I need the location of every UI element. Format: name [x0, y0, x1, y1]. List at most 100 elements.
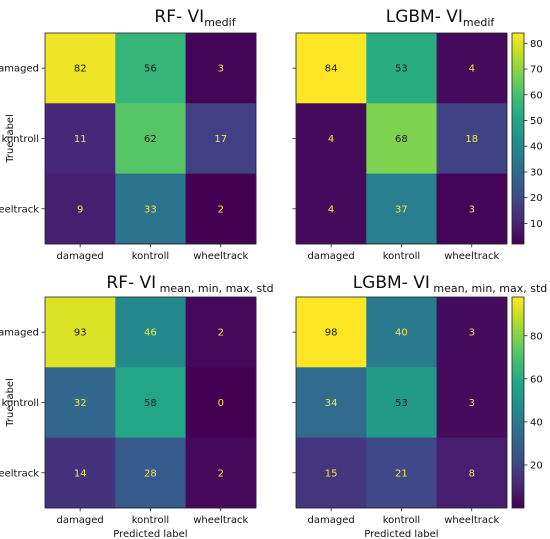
y-tick-label: wheeltrack	[0, 204, 39, 215]
cell-value-label: 14	[74, 468, 87, 479]
heatmap-cell	[436, 437, 508, 509]
cell-value-label: 8	[469, 468, 475, 479]
cell-value-label: 3	[218, 64, 224, 75]
x-tick-label: kontroll	[383, 251, 420, 262]
x-tick-label: damaged	[57, 251, 104, 262]
panel-title: RF- VI mean, min, max, std	[106, 273, 273, 295]
x-tick-label: wheeltrack	[193, 251, 248, 262]
cell-value-label: 2	[218, 468, 224, 479]
colorbar-tick-label: 50	[530, 116, 543, 127]
heatmap-cell	[296, 33, 367, 104]
cell-value-label: 4	[469, 64, 475, 75]
cell-value-label: 2	[218, 328, 224, 339]
colorbar-tick-label: 30	[530, 167, 543, 178]
x-tick-label: wheeltrack	[444, 515, 499, 526]
heatmap-cell	[185, 173, 257, 245]
x-tick-label: kontroll	[132, 515, 169, 526]
cell-value-label: 3	[469, 398, 475, 409]
confusion-matrix-panel-3: 93 46 2 32 58 0 14 28 2 damaged kontroll wheeltrack…	[0, 273, 274, 539]
colorbar-tick-label: 60	[530, 90, 543, 101]
heatmap-cell	[436, 33, 508, 104]
heatmap-cell	[115, 33, 187, 104]
heatmap-cell	[45, 297, 116, 368]
heatmap-cell	[296, 437, 367, 509]
panel-title: RF- VImedif	[154, 7, 236, 29]
colorbar-tick-label: 80	[530, 331, 543, 342]
x-tick-label: wheeltrack	[193, 515, 248, 526]
cell-value-label: 37	[395, 204, 408, 215]
confusion-matrix-panel-2: 84 53 4 4 68 18 4 37 3 damaged kontroll wheeltrack L…	[292, 7, 508, 262]
y-tick-label: kontroll	[2, 134, 39, 145]
confusion-matrix-panel-1: 82 56 3 11 62 17 9 33 2 damaged kontroll wheeltrack…	[0, 7, 257, 262]
cell-value-label: 15	[325, 468, 338, 479]
heatmap-cell	[296, 103, 367, 175]
heatmap-cell	[296, 297, 367, 368]
y-tick-label: wheeltrack	[0, 468, 39, 479]
cell-value-label: 4	[328, 134, 334, 145]
cell-value-label: 11	[74, 134, 87, 145]
heatmap-cell	[115, 103, 187, 175]
heatmap-cell	[115, 367, 187, 439]
y-axis-label: True label	[5, 114, 16, 164]
heatmap-cell	[436, 173, 508, 245]
heatmap-cell	[45, 33, 116, 104]
panel-title: LGBM- VImedif	[386, 7, 496, 29]
cell-value-label: 9	[77, 204, 83, 215]
heatmap-cell	[366, 367, 438, 439]
colorbar-gradient	[511, 32, 525, 245]
cell-value-label: 3	[469, 328, 475, 339]
heatmap-cell	[185, 33, 257, 104]
x-tick-label: wheeltrack	[444, 251, 499, 262]
confusion-matrix-panel-4: 98 40 3 34 53 3 15 21 8 damaged kontroll wheeltrack…	[292, 273, 547, 539]
colorbar-tick-label: 10	[530, 219, 543, 230]
cell-value-label: 2	[218, 204, 224, 215]
cell-value-label: 53	[395, 64, 408, 75]
cell-value-label: 3	[469, 204, 475, 215]
colorbar-tick-label: 40	[530, 417, 543, 428]
heatmap-cell	[45, 437, 116, 509]
colorbar-gradient	[511, 296, 525, 509]
x-tick-label: damaged	[308, 251, 355, 262]
heatmap-cell	[45, 103, 116, 175]
cell-value-label: 62	[144, 134, 157, 145]
heatmap-cell	[296, 367, 367, 439]
colorbar-tick-label: 40	[530, 142, 543, 153]
cell-value-label: 21	[395, 468, 408, 479]
x-tick-label: damaged	[308, 515, 355, 526]
heatmap-cell	[45, 367, 116, 439]
cell-value-label: 46	[144, 328, 157, 339]
x-tick-label: kontroll	[132, 251, 169, 262]
x-tick-label: damaged	[57, 515, 104, 526]
heatmap-cell	[185, 103, 257, 175]
heatmap-cell	[115, 173, 187, 245]
x-tick-label: kontroll	[383, 515, 420, 526]
heatmap-cell	[366, 437, 438, 509]
heatmap-cell	[436, 297, 508, 368]
colorbar-1: 10 20 30 40 50 60 70 80	[511, 32, 543, 245]
colorbar-tick-label: 20	[530, 460, 543, 471]
cell-value-label: 0	[218, 398, 224, 409]
cell-value-label: 82	[74, 64, 87, 75]
heatmap-cell	[436, 103, 508, 175]
heatmap-cell	[366, 297, 438, 368]
x-axis-label: Predicted label	[364, 529, 438, 539]
colorbar-tick-label: 60	[530, 374, 543, 385]
cell-value-label: 56	[144, 64, 157, 75]
cell-value-label: 4	[328, 204, 334, 215]
y-axis-label: True label	[5, 378, 16, 428]
heatmap-cell	[45, 173, 116, 245]
cell-value-label: 58	[144, 398, 157, 409]
colorbar-tick-label: 70	[530, 65, 543, 76]
heatmap-cell	[366, 173, 438, 245]
cell-value-label: 32	[74, 398, 87, 409]
cell-value-label: 34	[325, 398, 338, 409]
heatmap-cell	[436, 367, 508, 439]
heatmap-cell	[366, 33, 438, 104]
cell-value-label: 93	[74, 328, 87, 339]
y-tick-label: damaged	[0, 328, 39, 339]
colorbar-tick-label: 20	[530, 193, 543, 204]
colorbar-tick-label: 80	[530, 39, 543, 50]
cell-value-label: 53	[395, 398, 408, 409]
y-tick-label: damaged	[0, 64, 39, 75]
